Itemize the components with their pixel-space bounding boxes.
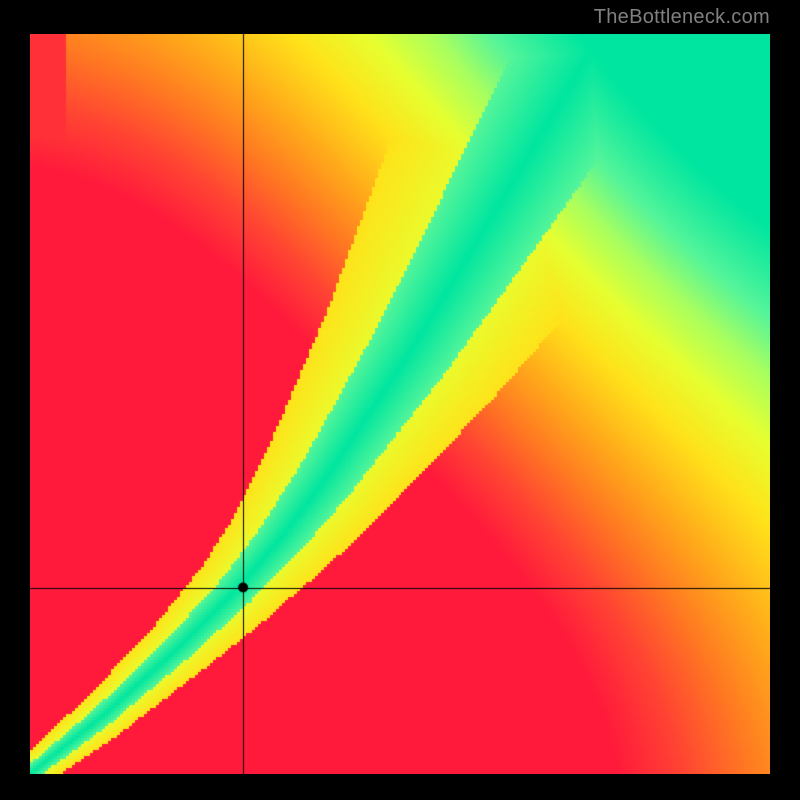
watermark-text: TheBottleneck.com (594, 6, 770, 29)
heatmap-canvas (30, 34, 770, 774)
plot-area (30, 34, 770, 774)
figure-frame: { "watermark": "TheBottleneck.com", "lay… (0, 0, 800, 800)
